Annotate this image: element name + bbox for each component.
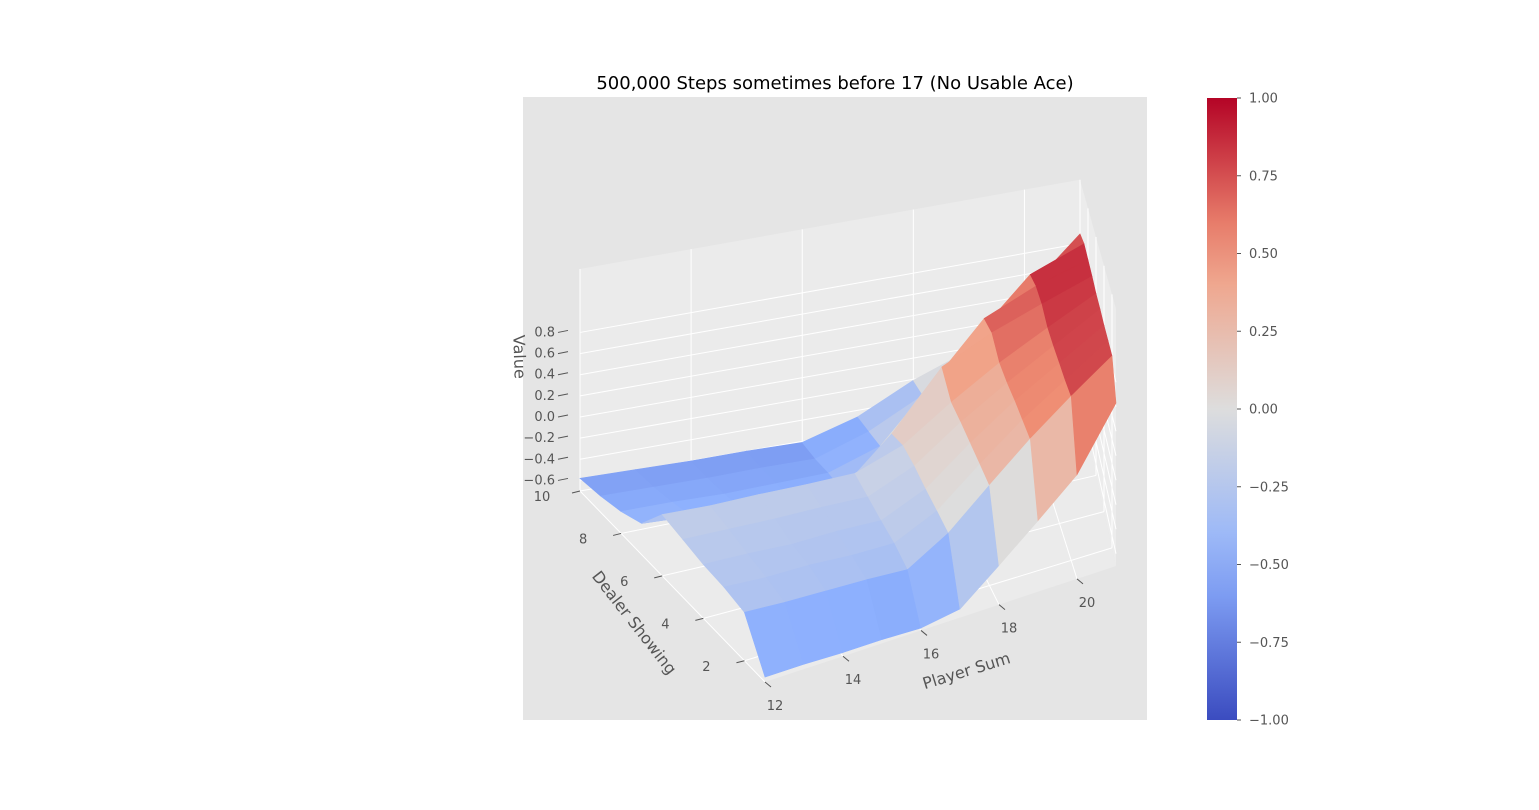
z-tick-label: 0.4 xyxy=(534,368,555,383)
x-tick-label: 18 xyxy=(1001,622,1018,637)
colorbar-tick-label: −0.25 xyxy=(1249,480,1289,495)
y-tick-label: 2 xyxy=(702,660,710,675)
gridline xyxy=(579,243,1081,333)
z-tick-label: −0.6 xyxy=(523,473,555,488)
z-tick xyxy=(557,329,569,333)
z-tick-label: 0.8 xyxy=(534,325,555,340)
surface-patch xyxy=(1070,355,1117,476)
z-tick-label: 0.0 xyxy=(534,410,555,425)
x-tick xyxy=(1076,578,1084,585)
y-tick xyxy=(654,575,663,579)
x-tick xyxy=(842,655,850,662)
colorbar-tick-label: 1.00 xyxy=(1249,92,1278,107)
z-tick xyxy=(557,351,569,355)
x-tick xyxy=(764,681,772,688)
z-tick xyxy=(557,393,569,397)
z-axis-label: Value xyxy=(509,335,530,380)
z-tick-label: −0.4 xyxy=(523,452,555,467)
z-tick xyxy=(557,435,569,439)
z-tick-label: −0.2 xyxy=(523,431,555,446)
z-tick xyxy=(557,414,569,418)
colorbar-tick-label: 0.50 xyxy=(1249,247,1278,262)
z-tick xyxy=(557,477,569,481)
x-tick-label: 16 xyxy=(923,647,940,662)
colorbar-tick-label: 0.75 xyxy=(1249,169,1278,184)
x-tick-label: 20 xyxy=(1079,596,1096,611)
colorbar-tick-label: −1.00 xyxy=(1249,714,1289,729)
x-tick xyxy=(920,630,928,636)
y-tick-label: 8 xyxy=(579,532,587,547)
z-tick-label: 0.6 xyxy=(534,347,555,362)
colorbar-tick-label: 0.25 xyxy=(1249,325,1278,340)
y-tick xyxy=(736,660,745,664)
gridline xyxy=(579,285,1081,376)
y-tick xyxy=(695,617,704,621)
x-tick-label: 14 xyxy=(845,673,862,688)
y-tick xyxy=(571,490,581,494)
colorbar-gradient xyxy=(1207,98,1237,720)
colorbar: 1.00 0.75 0.50 0.25 0.00 −0.25 −0.50 −0.75 −1.00 xyxy=(1207,92,1289,729)
y-tick-label: 4 xyxy=(661,617,669,632)
colorbar-tick-label: −0.50 xyxy=(1249,558,1289,573)
gridline xyxy=(579,490,766,683)
gridline xyxy=(579,264,1081,355)
chart-title: 500,000 Steps sometimes before 17 (No Us… xyxy=(596,73,1073,94)
colorbar-tick-label: 0.00 xyxy=(1249,403,1278,418)
colorbar-tick-label: −0.75 xyxy=(1249,636,1289,651)
x-tick-label: 12 xyxy=(767,699,784,714)
x-tick xyxy=(998,604,1006,611)
y-tick-label: 6 xyxy=(620,575,628,590)
z-tick xyxy=(557,456,569,460)
y-tick xyxy=(612,532,622,536)
y-tick-label: 10 xyxy=(534,490,551,505)
z-tick-label: 0.2 xyxy=(534,389,555,404)
z-tick xyxy=(557,372,569,376)
